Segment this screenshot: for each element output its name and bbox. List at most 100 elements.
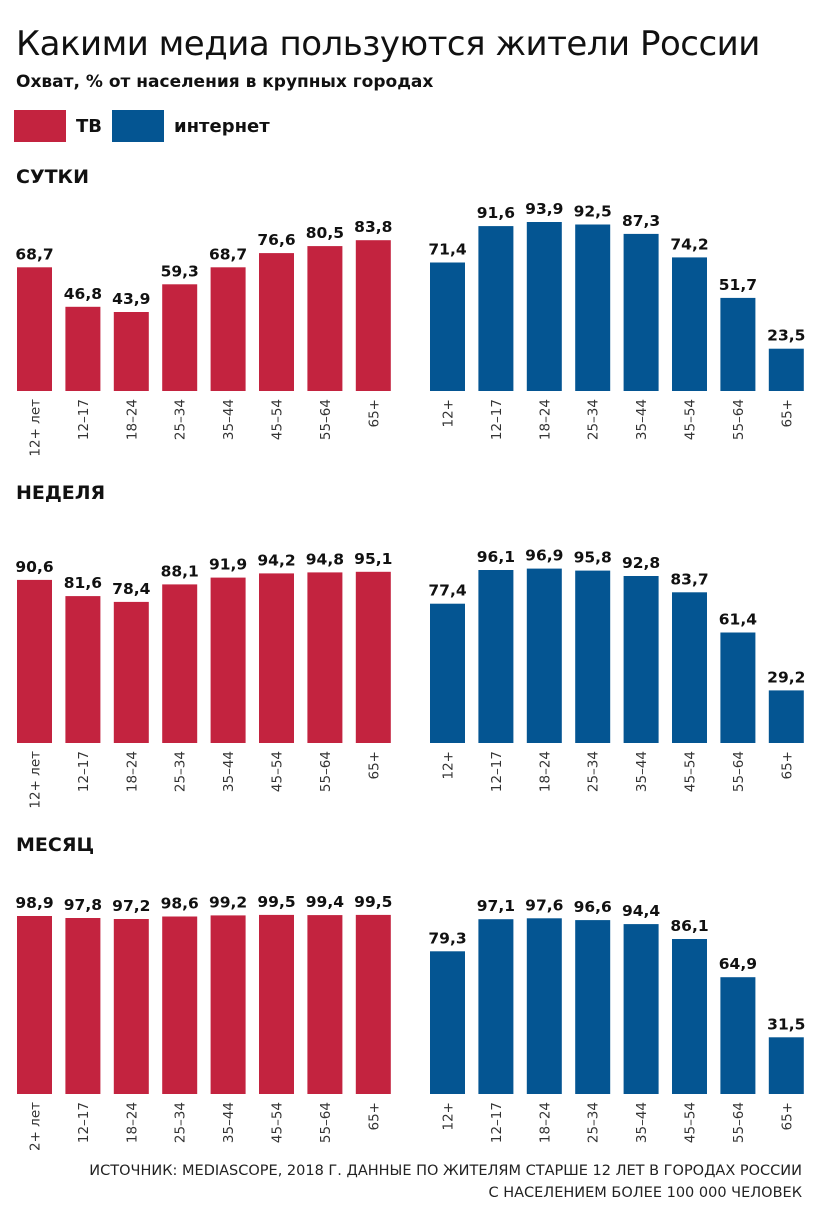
bar-nedelya-internet-7 xyxy=(720,632,756,743)
data-label-nedelya-internet-6: 83,7 xyxy=(670,570,708,588)
bar-mesyats-internet-1 xyxy=(430,951,465,1094)
tick-label-nedelya-tv-2: 12–17 xyxy=(76,751,92,792)
tick-label-mesyats-internet-1: 12+ xyxy=(441,1102,457,1131)
bar-nedelya-internet-2 xyxy=(478,570,514,743)
data-label-nedelya-tv-5: 91,9 xyxy=(209,556,247,574)
data-label-mesyats-tv-5: 99,2 xyxy=(209,893,247,911)
bar-nedelya-tv-2 xyxy=(65,596,101,743)
data-label-mesyats-internet-3: 97,6 xyxy=(525,896,563,914)
bar-nedelya-internet-4 xyxy=(575,570,611,743)
tick-label-mesyats-tv-3: 18–24 xyxy=(124,1102,140,1143)
tick-label-nedelya-tv-8: 65+ xyxy=(366,751,382,780)
tick-label-nedelya-internet-2: 12–17 xyxy=(489,751,505,792)
tick-label-sutki-internet-5: 35–44 xyxy=(634,399,650,440)
tick-label-nedelya-tv-4: 25–34 xyxy=(173,751,189,792)
data-label-sutki-tv-3: 43,9 xyxy=(112,290,150,308)
bar-mesyats-tv-5 xyxy=(210,915,246,1094)
tick-label-sutki-tv-8: 65+ xyxy=(366,399,382,428)
tick-label-nedelya-tv-3: 18–24 xyxy=(124,751,140,792)
chart-subtitle: Охват, % от населения в крупных городах xyxy=(16,72,434,92)
bar-nedelya-internet-1 xyxy=(430,603,465,743)
bar-mesyats-internet-8 xyxy=(768,1037,804,1094)
bar-sutki-tv-7 xyxy=(307,246,343,391)
tick-label-nedelya-internet-3: 18–24 xyxy=(537,751,553,792)
data-label-sutki-internet-8: 23,5 xyxy=(767,327,805,345)
tick-label-sutki-internet-6: 45–54 xyxy=(683,399,699,440)
bar-sutki-internet-3 xyxy=(526,222,562,391)
tick-label-sutki-tv-4: 25–34 xyxy=(173,399,189,440)
data-label-mesyats-internet-4: 96,6 xyxy=(574,898,612,916)
data-label-nedelya-internet-5: 92,8 xyxy=(622,554,660,572)
data-label-sutki-internet-3: 93,9 xyxy=(525,200,563,218)
data-label-sutki-tv-7: 80,5 xyxy=(306,224,344,242)
data-label-nedelya-internet-1: 77,4 xyxy=(428,582,466,600)
tick-label-sutki-tv-6: 45–54 xyxy=(270,399,286,440)
bar-mesyats-tv-7 xyxy=(307,915,343,1094)
data-label-mesyats-internet-1: 79,3 xyxy=(428,929,466,947)
bar-mesyats-tv-2 xyxy=(65,918,101,1094)
tick-label-sutki-tv-3: 18–24 xyxy=(124,399,140,440)
bar-sutki-tv-3 xyxy=(113,312,149,391)
data-label-mesyats-tv-3: 97,2 xyxy=(112,897,150,915)
tick-label-mesyats-internet-6: 45–54 xyxy=(683,1102,699,1143)
data-label-mesyats-internet-7: 64,9 xyxy=(719,955,757,973)
data-label-sutki-tv-8: 83,8 xyxy=(354,218,392,236)
tick-label-mesyats-internet-4: 25–34 xyxy=(586,1102,602,1143)
data-label-mesyats-internet-8: 31,5 xyxy=(767,1015,805,1033)
legend-swatch-internet xyxy=(112,110,164,142)
data-label-mesyats-tv-2: 97,8 xyxy=(64,896,102,914)
data-label-mesyats-internet-6: 86,1 xyxy=(670,917,708,935)
tick-label-nedelya-internet-5: 35–44 xyxy=(634,751,650,792)
data-label-sutki-tv-5: 68,7 xyxy=(209,245,247,263)
bar-nedelya-tv-6 xyxy=(259,573,294,743)
data-label-sutki-internet-7: 51,7 xyxy=(719,276,757,294)
section-title-nedelya: НЕДЕЛЯ xyxy=(16,482,105,504)
bar-nedelya-tv-8 xyxy=(355,571,391,743)
bar-sutki-tv-8 xyxy=(355,240,391,391)
bar-sutki-internet-6 xyxy=(672,257,707,391)
tick-label-mesyats-tv-1: 12+ лет xyxy=(28,1102,44,1150)
bar-sutki-tv-2 xyxy=(65,306,101,391)
bar-nedelya-internet-3 xyxy=(526,568,562,743)
data-label-mesyats-internet-5: 94,4 xyxy=(622,902,660,920)
source-note: ИСТОЧНИК: MEDIASCOPE, 2018 Г. ДАННЫЕ ПО … xyxy=(89,1160,802,1204)
tick-label-sutki-internet-8: 65+ xyxy=(779,399,795,428)
bar-sutki-internet-7 xyxy=(720,297,756,391)
tick-label-nedelya-internet-7: 55–64 xyxy=(731,751,747,792)
tick-label-mesyats-tv-6: 45–54 xyxy=(270,1102,286,1143)
legend-item-tv: ТВ xyxy=(14,110,102,142)
data-label-sutki-tv-6: 76,6 xyxy=(257,231,295,249)
tick-label-mesyats-internet-2: 12–17 xyxy=(489,1102,505,1143)
bar-sutki-internet-1 xyxy=(430,262,465,391)
bar-nedelya-tv-4 xyxy=(162,584,198,743)
charts-svg: СУТКИ 68,7 12+ лет 46,8 12–17 43,9 18–24 59,3 25… xyxy=(15,166,805,1150)
tick-label-nedelya-tv-5: 35–44 xyxy=(221,751,237,792)
data-label-nedelya-internet-3: 96,9 xyxy=(525,547,563,565)
bar-nedelya-tv-7 xyxy=(307,572,343,743)
data-label-mesyats-tv-4: 98,6 xyxy=(161,895,199,913)
tick-label-nedelya-internet-8: 65+ xyxy=(779,751,795,780)
data-label-nedelya-internet-4: 95,8 xyxy=(574,549,612,567)
tick-label-nedelya-internet-1: 12+ xyxy=(441,751,457,780)
data-label-nedelya-internet-8: 29,2 xyxy=(767,668,805,686)
bar-mesyats-internet-2 xyxy=(478,919,514,1094)
data-label-sutki-tv-4: 59,3 xyxy=(161,262,199,280)
data-label-nedelya-tv-2: 81,6 xyxy=(64,574,102,592)
tick-label-nedelya-internet-6: 45–54 xyxy=(683,751,699,792)
tick-label-mesyats-tv-5: 35–44 xyxy=(221,1102,237,1143)
bar-mesyats-internet-7 xyxy=(720,977,756,1094)
legend-label-tv: ТВ xyxy=(76,115,102,137)
tick-label-nedelya-tv-6: 45–54 xyxy=(270,751,286,792)
tick-label-sutki-tv-7: 55–64 xyxy=(318,399,334,440)
data-label-nedelya-tv-1: 90,6 xyxy=(15,558,53,576)
data-label-sutki-tv-2: 46,8 xyxy=(64,285,102,303)
tick-label-mesyats-tv-2: 12–17 xyxy=(76,1102,92,1143)
legend-label-internet: интернет xyxy=(174,115,270,137)
legend-item-internet: интернет xyxy=(112,110,270,142)
bar-nedelya-internet-5 xyxy=(623,576,659,743)
tick-label-sutki-internet-1: 12+ xyxy=(441,399,457,428)
bar-sutki-internet-4 xyxy=(575,224,611,391)
data-label-sutki-internet-1: 71,4 xyxy=(428,241,466,259)
tick-label-mesyats-tv-7: 55–64 xyxy=(318,1102,334,1143)
tick-label-nedelya-internet-4: 25–34 xyxy=(586,751,602,792)
